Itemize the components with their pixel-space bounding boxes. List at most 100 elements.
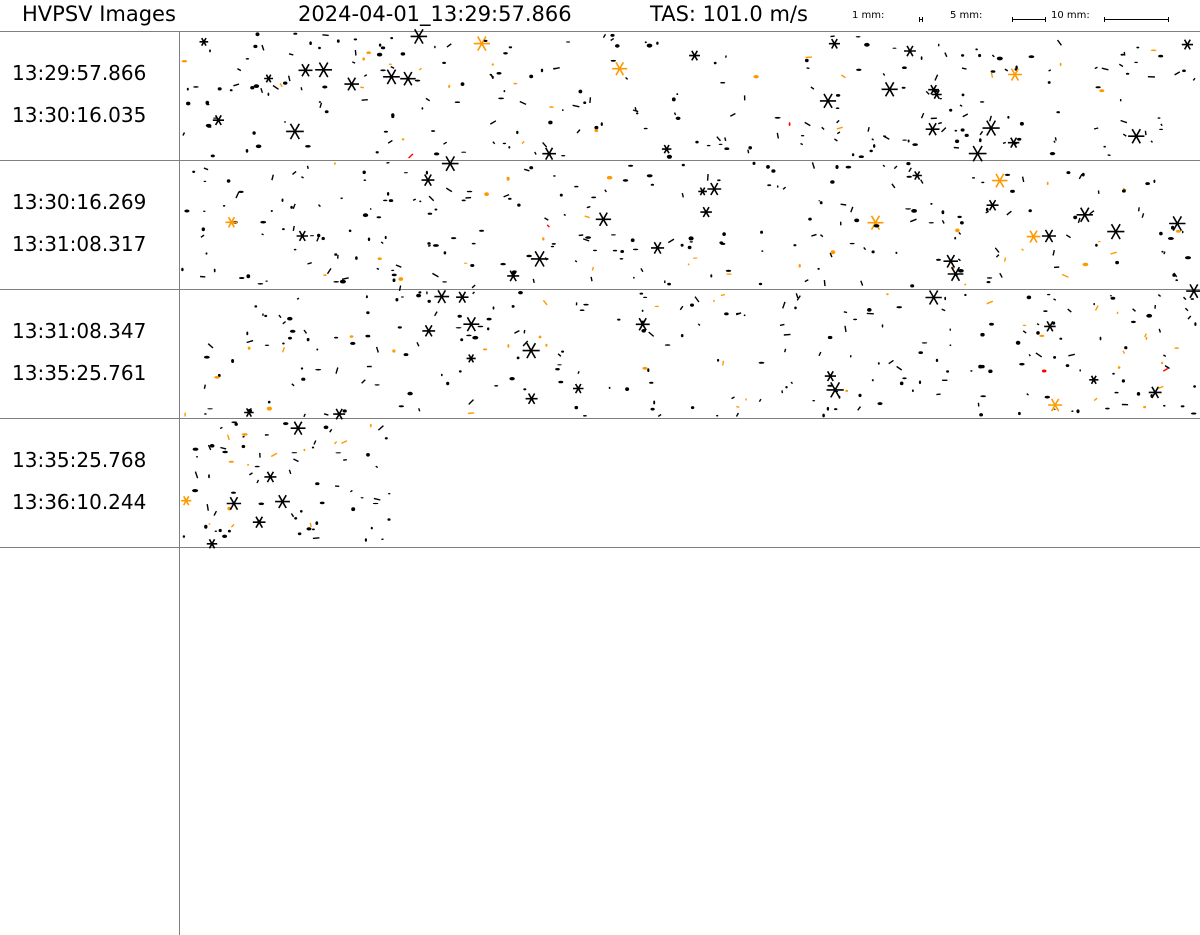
particle: [819, 93, 837, 109]
particle: [219, 426, 223, 430]
particle: [1059, 337, 1063, 340]
particle: [1078, 173, 1083, 180]
particle: [921, 342, 928, 344]
particle: [247, 464, 250, 466]
particle: [460, 338, 464, 342]
particle: [246, 331, 249, 336]
particle: [278, 314, 282, 319]
particle: [287, 75, 291, 82]
particle: [986, 277, 993, 279]
particle: [222, 205, 226, 207]
particle: [908, 167, 912, 173]
particle: [783, 333, 791, 336]
particle: [1125, 72, 1130, 75]
particle: [882, 72, 886, 76]
particle: [282, 228, 285, 231]
particle: [212, 114, 224, 126]
particle: [641, 329, 646, 333]
particle: [523, 388, 527, 391]
particle: [1193, 385, 1196, 388]
particle: [960, 128, 965, 132]
particle: [517, 203, 521, 207]
particle: [823, 280, 826, 287]
particle: [1121, 379, 1125, 383]
particle: [492, 141, 496, 145]
particle: [980, 395, 987, 398]
particle: [752, 161, 756, 165]
particle: [1061, 273, 1069, 278]
particle: [298, 63, 313, 77]
particle: [311, 446, 315, 449]
particle: [822, 413, 825, 418]
particle: [794, 306, 797, 310]
particle: [905, 208, 912, 210]
particle: [758, 398, 762, 403]
particle: [532, 278, 535, 284]
particle: [1044, 320, 1056, 332]
particle: [1094, 305, 1099, 311]
particle: [293, 32, 298, 35]
particle: [247, 408, 252, 413]
particle: [979, 138, 982, 143]
particle: [834, 408, 838, 411]
scale-bar-10mm: [1104, 17, 1169, 22]
particle: [664, 344, 671, 346]
particle: [1164, 365, 1170, 370]
particle: [1186, 283, 1200, 299]
particle: [906, 175, 912, 178]
particle: [479, 229, 485, 232]
particle: [610, 234, 616, 236]
particle: [1122, 133, 1127, 137]
particle: [1182, 296, 1187, 301]
particle: [1112, 372, 1115, 375]
particle: [199, 37, 209, 47]
particle: [612, 61, 628, 76]
particle: [700, 206, 712, 218]
particle: [877, 402, 883, 406]
particle: [1065, 364, 1070, 368]
particle: [335, 367, 339, 374]
particle: [776, 132, 780, 139]
particle: [840, 203, 847, 206]
particle: [471, 242, 476, 245]
particle: [955, 228, 960, 233]
particle: [1167, 237, 1174, 240]
particle: [1141, 213, 1145, 218]
particle: [561, 350, 565, 353]
particle: [1019, 362, 1025, 366]
particle: [1110, 251, 1117, 255]
particle: [680, 334, 684, 338]
particle: [840, 74, 846, 79]
particle: [774, 116, 781, 119]
particle: [849, 242, 855, 245]
particle: [260, 87, 264, 94]
particle: [845, 389, 849, 392]
particle: [857, 406, 862, 411]
particle: [421, 107, 424, 110]
particle: [354, 49, 357, 56]
particle: [366, 51, 372, 54]
particle: [871, 379, 874, 382]
particle: [317, 233, 321, 238]
particle: [225, 216, 238, 228]
particle: [524, 168, 530, 172]
particle: [676, 93, 679, 96]
particle: [300, 87, 303, 91]
particle: [335, 452, 342, 454]
particle: [1004, 68, 1009, 72]
particle: [877, 362, 880, 365]
particle: [446, 43, 452, 48]
particle: [962, 113, 969, 118]
particle: [729, 112, 736, 117]
particle: [238, 277, 245, 279]
particle: [1073, 215, 1078, 220]
strip-3-end-time: 13:35:25.761: [12, 361, 147, 385]
particle: [943, 254, 958, 268]
particle: [1184, 307, 1189, 312]
particle: [428, 195, 435, 202]
particle: [206, 103, 210, 106]
particle: [551, 243, 556, 245]
particle: [863, 246, 867, 251]
particle: [576, 129, 581, 134]
particle: [282, 342, 285, 345]
